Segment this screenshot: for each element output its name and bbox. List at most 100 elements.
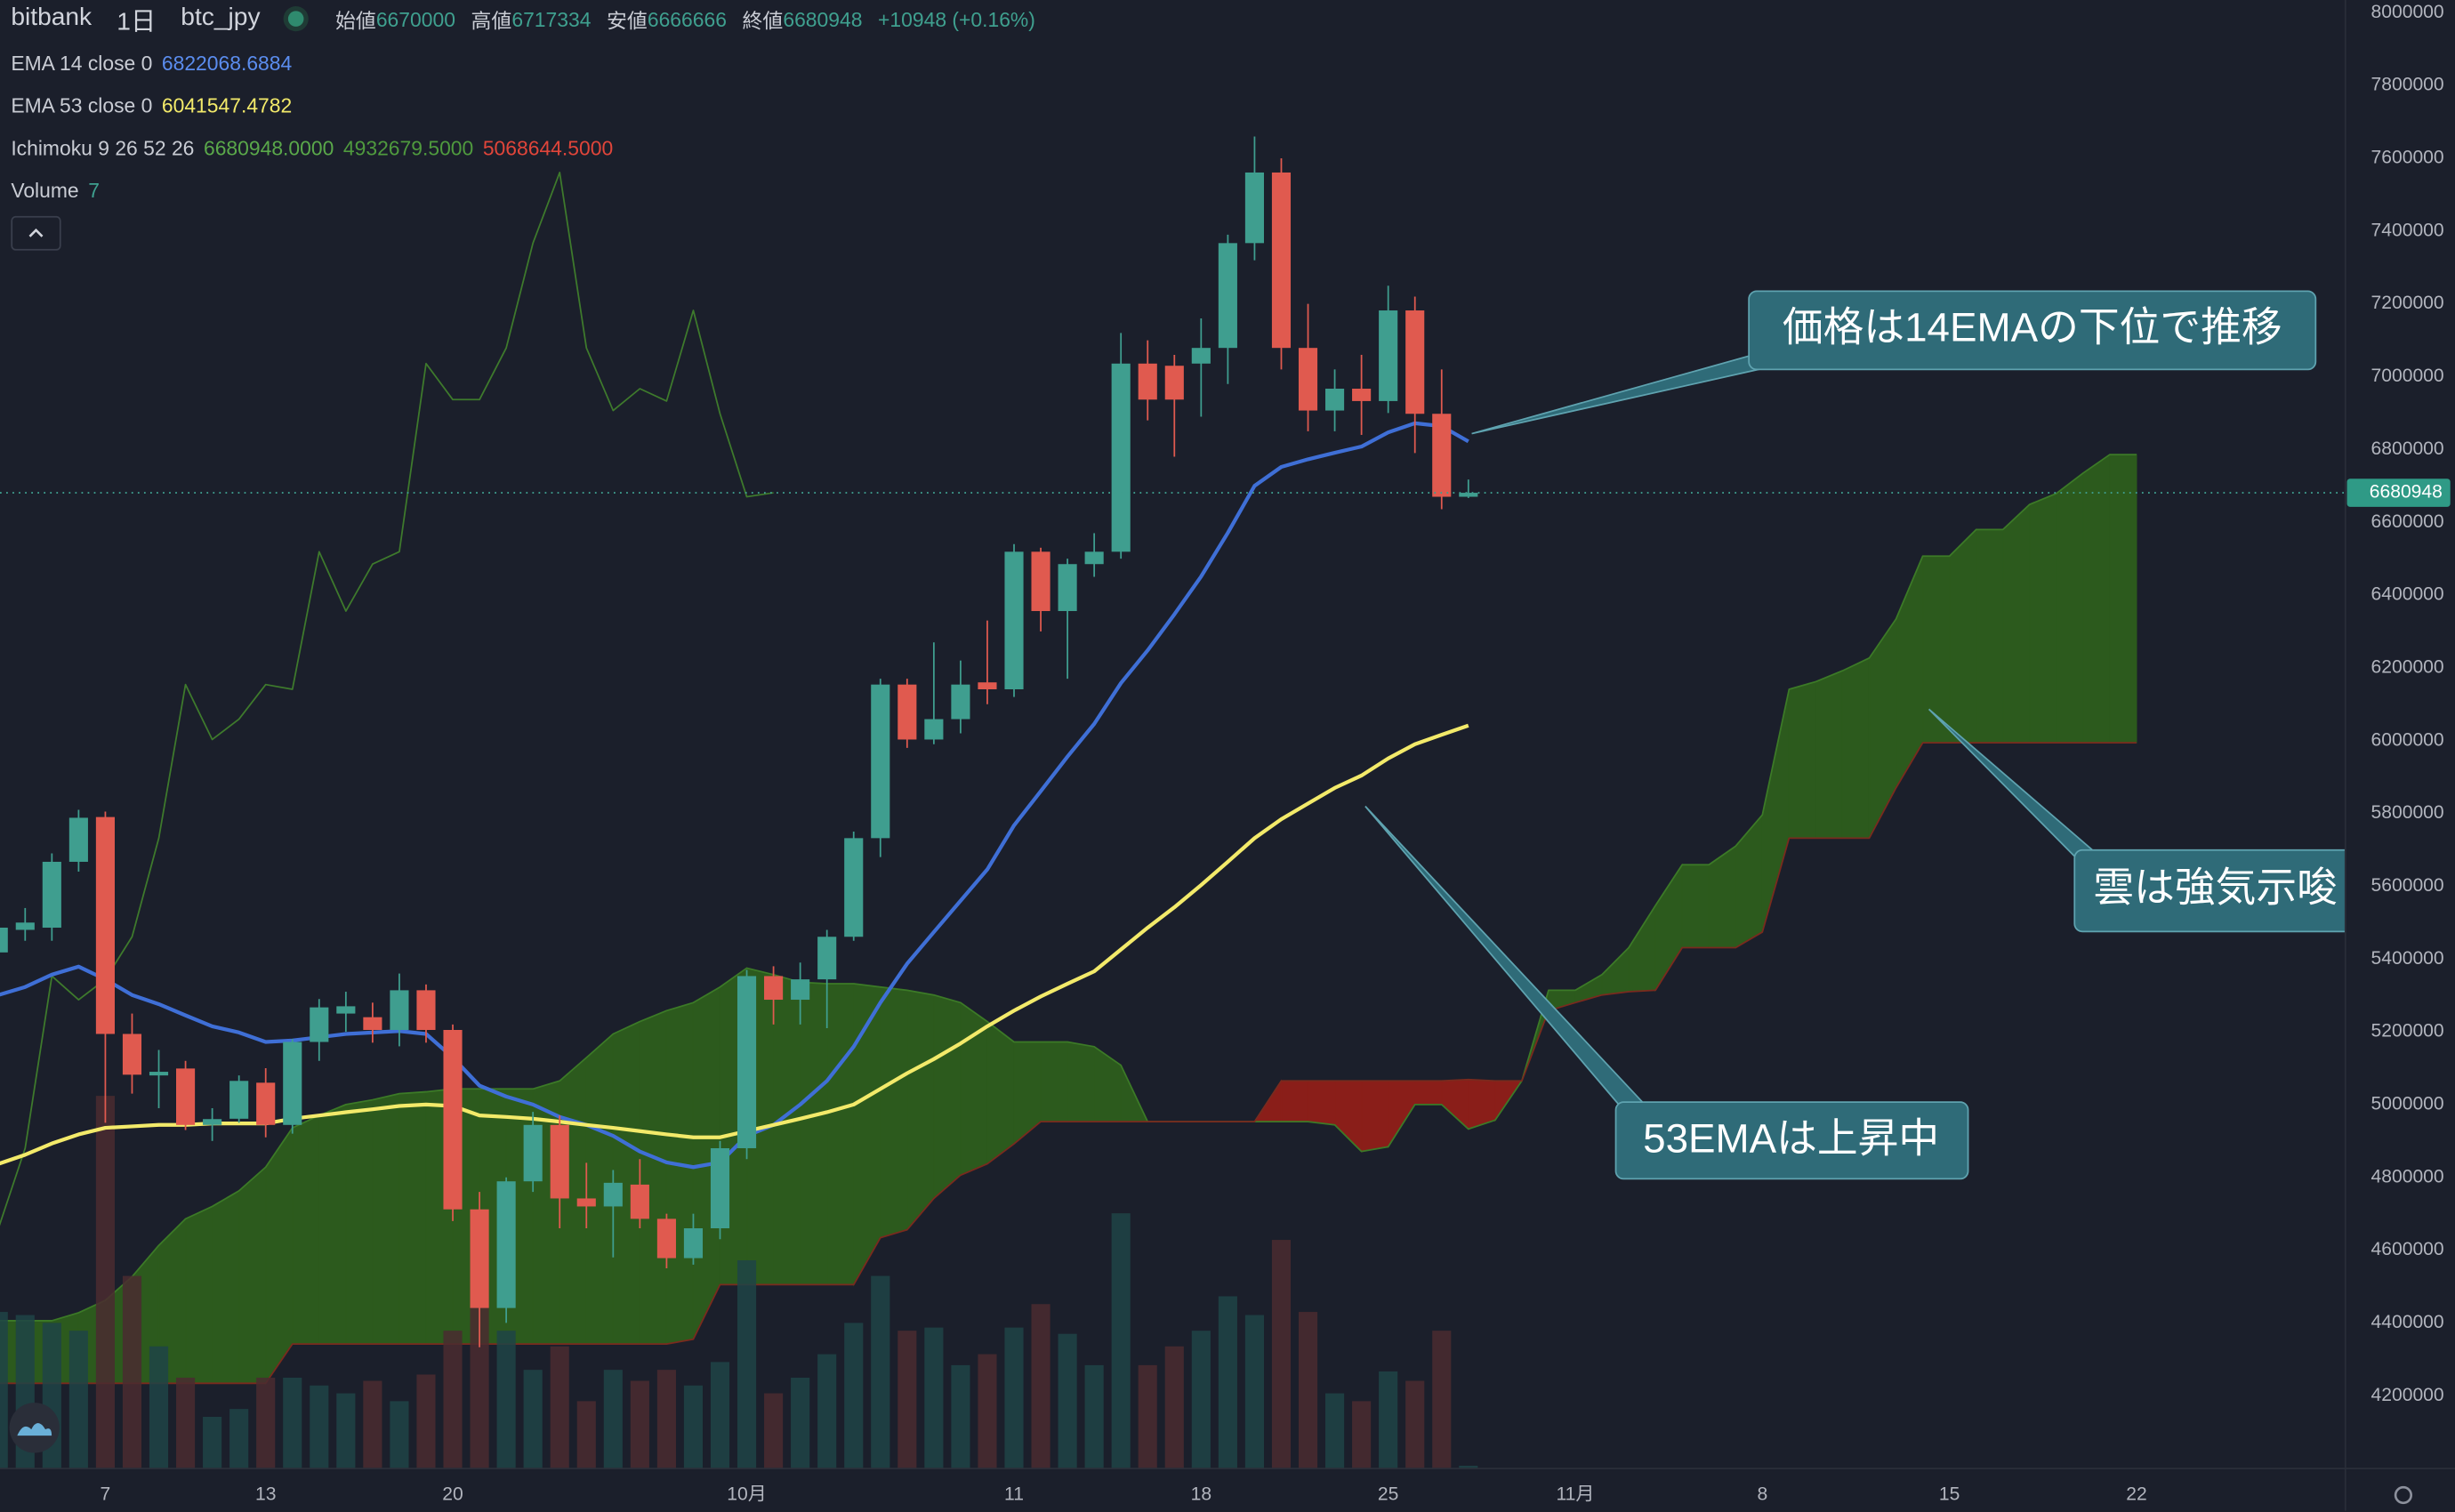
legend-name: EMA 53 close 0 [11, 92, 153, 117]
candle-body [176, 1068, 196, 1125]
callout-text: 53EMAは上昇中 [1643, 1115, 1939, 1161]
y-tick-label: 5600000 [2370, 875, 2443, 896]
y-tick-label: 7800000 [2370, 75, 2443, 95]
candle-body [229, 1081, 249, 1119]
cloud-segment [185, 1205, 213, 1384]
volume-bar [791, 1377, 810, 1469]
y-tick-label: 7000000 [2370, 366, 2443, 386]
volume-bar [630, 1380, 649, 1469]
candle-body [924, 719, 944, 740]
cloud-segment [345, 1098, 374, 1345]
x-tick-label: 25 [1378, 1484, 1398, 1505]
candle-body [256, 1082, 276, 1125]
volume-bar [95, 1096, 115, 1469]
candle-body [736, 976, 757, 1148]
volume-bar [0, 1312, 8, 1469]
legend-value: 5068644.5000 [482, 135, 614, 159]
candle-body [203, 1119, 222, 1125]
candle-body [363, 1017, 382, 1030]
legend-value: 4932679.5000 [342, 135, 474, 159]
volume-bar [1432, 1331, 1452, 1469]
cloud-segment [212, 1189, 240, 1384]
volume-bar [1191, 1331, 1211, 1469]
x-tick-label: 8 [1757, 1484, 1767, 1505]
cloud-segment [1949, 528, 1977, 744]
x-tick-label: 13 [255, 1484, 276, 1505]
volume-bar [1164, 1346, 1184, 1469]
legend-name: EMA 14 close 0 [11, 51, 153, 75]
candle-body [764, 976, 784, 1001]
volume-bar [924, 1327, 944, 1469]
volume-bar [1111, 1213, 1131, 1469]
plot-area [0, 136, 2346, 1469]
candle-body [310, 1007, 329, 1042]
y-tick-label: 4800000 [2370, 1166, 2443, 1186]
volume-bar [1218, 1296, 1237, 1469]
collapse-icon[interactable] [12, 218, 60, 249]
volume-bar [951, 1364, 970, 1469]
candle-body [978, 682, 997, 689]
settings-button[interactable] [2394, 1485, 2413, 1505]
cloud-segment [1681, 864, 1710, 949]
volume-bar [229, 1409, 249, 1469]
span-b-line [0, 742, 2137, 1385]
low-value: 6666666 [647, 6, 727, 31]
cloud-segment [372, 1092, 400, 1345]
candle-body [1298, 348, 1318, 411]
candle-body [122, 1033, 142, 1075]
candle-body [1271, 172, 1292, 349]
collapse-button[interactable] [11, 215, 61, 251]
candle-body [68, 817, 88, 862]
candle-body [95, 816, 115, 1034]
candle-body [496, 1181, 516, 1308]
volume-bar [1459, 1465, 1478, 1469]
cloud-segment [1361, 1080, 1389, 1153]
close-value: 6680948 [783, 6, 863, 31]
y-tick-label: 6800000 [2370, 438, 2443, 459]
settings-icon[interactable] [2394, 1485, 2413, 1505]
candle-body [791, 979, 810, 1001]
callout-text: 価格は14EMAの下位で推移 [1783, 304, 2282, 350]
pair: btc_jpy [181, 4, 261, 32]
span-a-line [0, 454, 2137, 1322]
chevron [28, 228, 44, 237]
y-tick-label: 4200000 [2370, 1385, 2443, 1405]
legend-value: 6041547.4782 [161, 92, 293, 117]
callout-box [1748, 290, 2317, 371]
volume-bar [1271, 1240, 1292, 1469]
ema53-legend: EMA 53 close 0 6041547.4782 [11, 89, 292, 120]
candle-body [443, 1029, 463, 1210]
cloud-segment [1307, 1080, 1336, 1126]
volume-bar [550, 1346, 569, 1469]
x-tick-label: 11月 [1556, 1484, 1594, 1505]
candle-body [1379, 310, 1398, 401]
cloud-segment [665, 1001, 694, 1345]
candle-body [1058, 564, 1077, 612]
volume-bar [416, 1374, 436, 1469]
candle-body [550, 1124, 569, 1199]
cloud-segment [1976, 528, 2004, 744]
candle-body [1325, 389, 1345, 411]
candle-body [15, 922, 35, 930]
volume-bar [336, 1393, 356, 1469]
cloud-segment [1067, 1041, 1095, 1122]
volume-bar [203, 1416, 222, 1469]
legend-name: Volume [11, 177, 79, 202]
volume-bar [122, 1275, 142, 1469]
legend-value: 6680948.0000 [203, 135, 334, 159]
volume-bar [817, 1354, 837, 1469]
cloud-segment [639, 1009, 667, 1345]
legend-value: 6822068.6884 [161, 51, 293, 75]
candle-body [1164, 366, 1184, 400]
volume-bar [603, 1370, 623, 1469]
last-price-tag [2346, 479, 2451, 507]
volume-bar [844, 1323, 864, 1469]
annotations: 価格は14EMAの下位で推移 53EMAは上昇中 雲は強気示唆 [1364, 290, 2346, 1180]
y-tick-label: 4400000 [2370, 1312, 2443, 1332]
candle-body [1244, 172, 1264, 244]
open-value: 6670000 [375, 6, 455, 31]
